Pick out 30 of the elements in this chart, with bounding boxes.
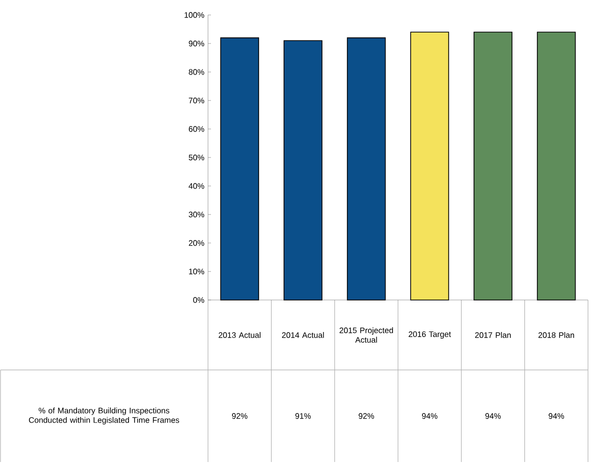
y-tick-label: 30% (188, 212, 204, 218)
data-label: 94% (422, 413, 438, 419)
y-tick-label: 80% (188, 69, 204, 75)
text: % of Mandatory Building Inspections Conducted within Legislated Time Frames (28, 408, 180, 424)
bar (346, 37, 386, 300)
x-tick-label: 2016 Target (408, 331, 451, 339)
y-tick-label: 70% (188, 98, 204, 104)
bar (474, 32, 512, 300)
x-tick-label: 2017 Plan (475, 332, 511, 338)
bar (410, 32, 450, 300)
y-tick-label: 20% (188, 240, 204, 246)
x-tick-label: 2014 Actual (282, 332, 324, 338)
data-label: 94% (485, 413, 501, 419)
y-tick-label: 10% (189, 268, 204, 274)
y-tick-label: 40% (188, 183, 204, 189)
data-label: 92% (232, 413, 248, 419)
y-tick-label: 50% (188, 154, 204, 160)
data-label: 92% (358, 413, 374, 419)
data-label: 91% (295, 413, 311, 419)
bar (536, 32, 576, 300)
data-label: 94% (548, 413, 564, 419)
x-tick-label: 2015 Projected Actual (340, 327, 393, 343)
x-tick-label: 2018 Plan (538, 332, 574, 338)
bar (284, 40, 322, 300)
x-tick-label: 2013 Actual (218, 332, 260, 338)
y-tick-label: 0% (193, 297, 204, 303)
bar (220, 37, 260, 300)
y-tick-label: 90% (188, 40, 204, 46)
y-tick-label: 100% (184, 12, 204, 18)
y-tick-label: 60% (188, 126, 204, 132)
